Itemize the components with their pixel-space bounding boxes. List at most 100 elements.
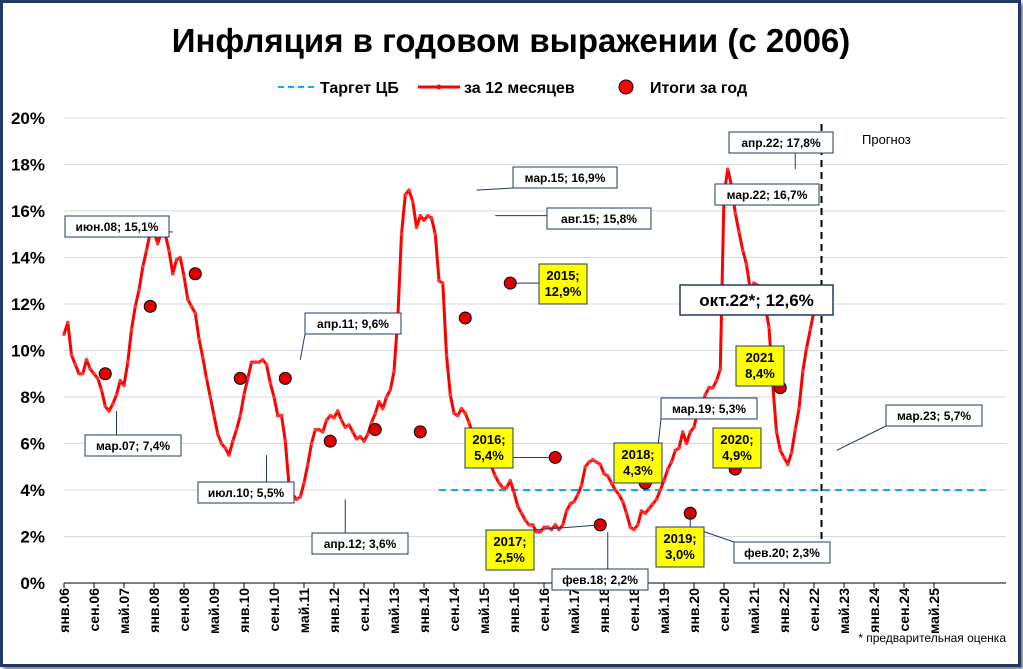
annotation-box [679,284,834,316]
annotation-label: окт.22*; 12,6% [699,291,814,310]
annotation-callout: фев.20; 2,3% [697,529,831,564]
annotation-callout: апр.22; 17,8% [728,131,834,170]
monthly-point [590,457,595,462]
annotation-callout: апр.12; 3,6% [311,499,409,555]
annotation-box [885,404,983,427]
x-tick-label: май.21 [746,588,762,634]
annotation-label: 2019; [663,531,696,546]
monthly-point [107,409,111,413]
monthly-point [377,399,381,404]
x-tick-label: сен.12 [356,588,372,632]
monthly-point [380,406,385,411]
annual-point [413,425,427,439]
monthly-point [643,511,648,516]
annotation-label: июл.10; 5,5% [208,486,285,500]
monthly-point [444,353,449,357]
x-tick-label: янв.14 [416,588,432,633]
monthly-point [523,518,528,523]
x-tick-label: май.11 [296,588,312,633]
monthly-point [733,211,738,216]
annotation-box [712,427,762,469]
monthly-point [317,427,321,432]
monthly-point [448,392,453,397]
monthly-point [140,265,145,269]
monthly-point [407,188,411,192]
monthly-point [272,395,276,399]
annotation-box [728,131,834,154]
monthly-point [665,467,670,471]
monthly-point [463,411,468,416]
annotation-label: 2,5% [495,550,525,565]
y-tick-label: 6% [20,435,45,454]
monthly-point [275,413,280,418]
monthly-point [710,385,715,390]
monthly-point [500,485,505,490]
monthly-point [257,360,261,364]
monthly-point [137,288,141,292]
monthly-point [99,388,104,392]
monthly-point [332,416,336,420]
monthly-point [654,497,659,502]
annual-point [278,371,292,385]
annotation-callout: июл.10; 5,5% [197,455,295,504]
x-tick-label: янв.20 [686,588,702,633]
grid [64,117,1006,584]
x-tick-label: янв.22 [776,588,792,633]
annotation-box [64,215,170,238]
monthly-point [744,262,749,267]
monthly-point [230,439,235,443]
monthly-point [388,388,393,392]
x-tick-label: сен.18 [626,588,642,632]
annotation-callout: 2017;2,5% [485,524,601,571]
x-tick-label: янв.06 [56,588,72,633]
monthly-point [339,418,344,423]
monthly-point [197,337,201,341]
annotation-callout: мар.15; 16,9% [476,166,618,191]
monthly-point [684,441,689,446]
annotation-callout: апр.11; 9,6% [299,312,402,360]
monthly-point [714,378,719,383]
monthly-point [572,499,576,504]
x-tick-label: янв.08 [146,588,162,633]
monthly-point [605,474,610,478]
monthly-point [632,527,636,532]
monthly-point [354,437,359,441]
monthly-point [320,430,325,434]
legend-annual-label: Итоги за год [650,80,747,97]
monthly-point [204,376,209,381]
monthly-point [542,525,546,529]
monthly-point [433,232,438,237]
monthly-point [129,327,134,332]
forecast-divider: Прогноз [820,124,911,540]
y-tick-label: 10% [11,342,45,361]
monthly-point [350,430,355,434]
x-tick-label: сен.22 [806,588,822,632]
monthly-point [669,460,674,464]
monthly-point [527,523,531,527]
x-tick-label: сен.16 [536,588,552,632]
monthly-point [594,460,599,464]
annotation-label: апр.12; 3,6% [324,537,397,551]
monthly-point [77,371,81,376]
forecast-label: Прогноз [862,132,911,147]
y-tick-label: 16% [11,202,45,221]
monthly-point [493,474,498,478]
annotation-box [655,526,705,568]
annotation-label: мар.22; 16,7% [727,188,808,202]
annotation-box [538,263,588,305]
monthly-point [568,502,573,506]
monthly-point [553,523,558,527]
annotation-leader [533,524,601,531]
monthly-point [602,471,606,476]
legend-target-label: Таргет ЦБ [320,80,399,97]
monthly-point [673,448,678,453]
monthly-point [347,423,351,427]
monthly-point [302,481,306,485]
monthly-point [658,488,663,492]
annotation-label: 2021 [746,350,775,365]
monthly-point [167,248,171,253]
x-tick-label: сен.08 [176,588,192,632]
legend-monthly-marker [436,84,442,90]
annotation-box [311,532,409,555]
annotation-box [512,166,618,189]
